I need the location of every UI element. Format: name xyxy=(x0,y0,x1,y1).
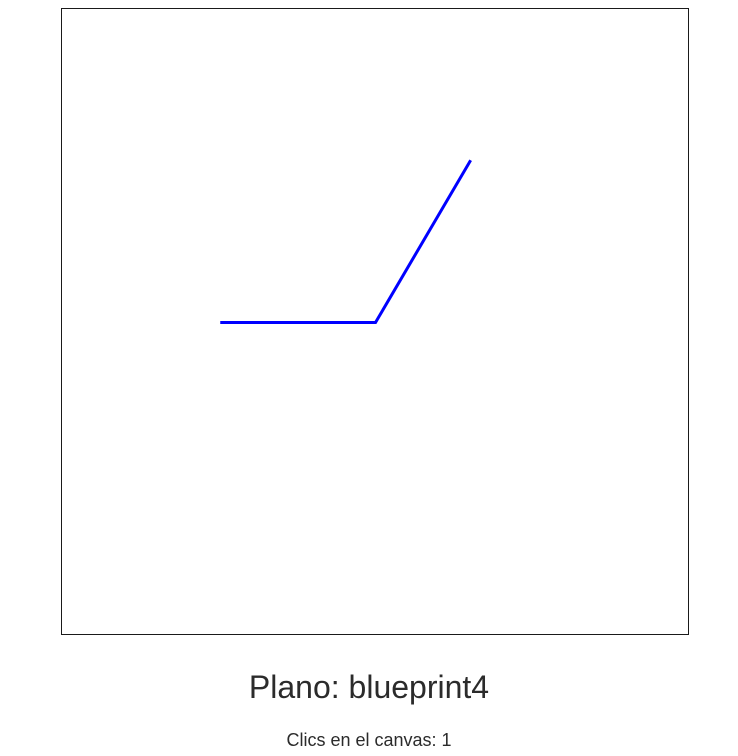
blueprint-drawing[interactable] xyxy=(62,9,688,634)
blueprint-title: Plano: blueprint4 xyxy=(0,664,738,710)
blueprint-name: blueprint4 xyxy=(348,669,490,705)
canvas-click-counter: Clics en el canvas: 1 xyxy=(0,728,738,752)
blueprint-title-label: Plano: xyxy=(248,669,349,705)
click-counter-value: 1 xyxy=(441,730,452,750)
click-counter-label: Clics en el canvas: xyxy=(286,730,442,750)
drawing-canvas[interactable] xyxy=(61,8,689,635)
blueprint-polyline xyxy=(220,159,472,325)
